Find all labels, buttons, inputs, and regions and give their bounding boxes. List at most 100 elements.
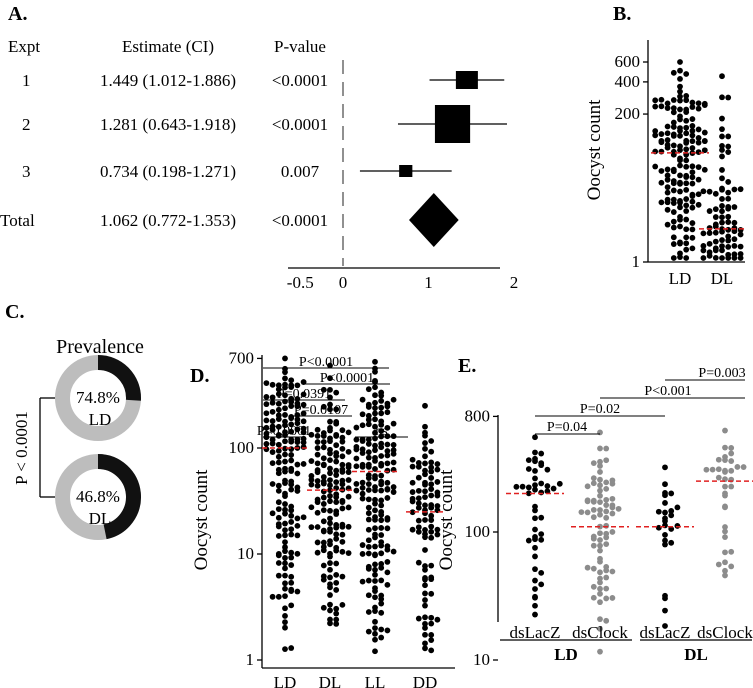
data-point [282, 520, 288, 527]
data-point [737, 251, 744, 257]
data-point [282, 560, 288, 567]
data-point [532, 586, 538, 592]
data-point [333, 579, 340, 586]
data-point [372, 525, 378, 532]
data-point [275, 487, 282, 494]
data-point [695, 191, 702, 198]
data-point [428, 590, 435, 597]
data-point [384, 515, 391, 521]
data-point [390, 548, 397, 555]
data-point [314, 467, 321, 473]
data-point [590, 594, 597, 601]
data-point [422, 602, 428, 609]
data-point [719, 115, 725, 122]
data-point [683, 202, 690, 209]
data-point [603, 574, 610, 581]
data-point [327, 470, 333, 477]
data-point [365, 481, 372, 487]
data-point [327, 560, 333, 566]
data-point [282, 605, 288, 612]
data-point [345, 493, 352, 500]
panel-label-b: B. [613, 3, 631, 25]
data-point [544, 488, 551, 495]
data-point [670, 234, 677, 241]
data-point [275, 533, 282, 539]
data-point [409, 479, 416, 486]
data-point [422, 625, 428, 631]
prevalence-title: Prevalence [56, 336, 144, 358]
data-point [719, 153, 725, 160]
data-point [722, 567, 728, 574]
data-point [365, 386, 372, 393]
data-point [532, 507, 538, 514]
data-point [695, 201, 702, 208]
data-point [359, 551, 366, 557]
data-point [333, 587, 340, 593]
data-point [275, 423, 282, 430]
data-point [269, 418, 276, 424]
header-p-value: P-value [274, 37, 326, 56]
x-tick-label: dsClock [572, 623, 628, 642]
data-point [314, 426, 321, 433]
data-point [359, 461, 366, 468]
data-point [288, 531, 295, 538]
data-point [275, 447, 282, 454]
data-point [725, 94, 732, 101]
data-point [662, 464, 668, 471]
data-point [359, 490, 366, 497]
data-point [269, 408, 276, 415]
data-point [712, 247, 719, 254]
data-point [282, 438, 288, 445]
data-point [422, 502, 428, 509]
data-point [677, 214, 683, 220]
data-point [288, 602, 295, 609]
data-point [715, 474, 722, 481]
data-point [603, 445, 610, 452]
data-point [288, 428, 295, 435]
data-point [597, 482, 603, 489]
data-point [288, 452, 295, 458]
data-point [725, 149, 732, 156]
data-point [327, 607, 333, 614]
data-point [513, 483, 520, 490]
data-point [700, 247, 707, 254]
data-point [339, 434, 346, 441]
data-point [365, 543, 372, 550]
data-point [670, 97, 677, 103]
data-point [314, 451, 321, 458]
data-point [689, 127, 696, 134]
data-point [353, 487, 360, 494]
data-point [428, 481, 435, 488]
x-tick-label: dsLacZ [510, 623, 561, 642]
data-point [434, 503, 441, 509]
data-point [308, 458, 315, 464]
data-point [609, 477, 616, 484]
data-point [597, 476, 603, 483]
data-point [390, 420, 397, 427]
data-point [725, 213, 732, 220]
row-expt: Total [0, 211, 35, 230]
data-point [719, 203, 725, 209]
x-tick-label: 2 [510, 273, 519, 292]
data-point [719, 255, 725, 261]
data-point [670, 209, 677, 215]
data-point [664, 221, 671, 228]
data-point [378, 626, 385, 633]
data-point [275, 482, 282, 489]
data-point [695, 100, 702, 107]
data-point [378, 497, 385, 504]
data-point [538, 489, 545, 496]
data-point [677, 223, 683, 230]
estimate-square [455, 71, 478, 89]
data-point [422, 590, 428, 597]
data-point [308, 476, 315, 483]
data-point [597, 599, 603, 606]
data-point [701, 102, 708, 109]
data-point [308, 431, 315, 438]
data-point [662, 607, 668, 614]
row-expt: 1 [22, 71, 31, 90]
data-point [339, 445, 346, 452]
data-point [384, 559, 391, 565]
data-point [668, 508, 675, 514]
y-tick-label: 1 [632, 252, 641, 271]
